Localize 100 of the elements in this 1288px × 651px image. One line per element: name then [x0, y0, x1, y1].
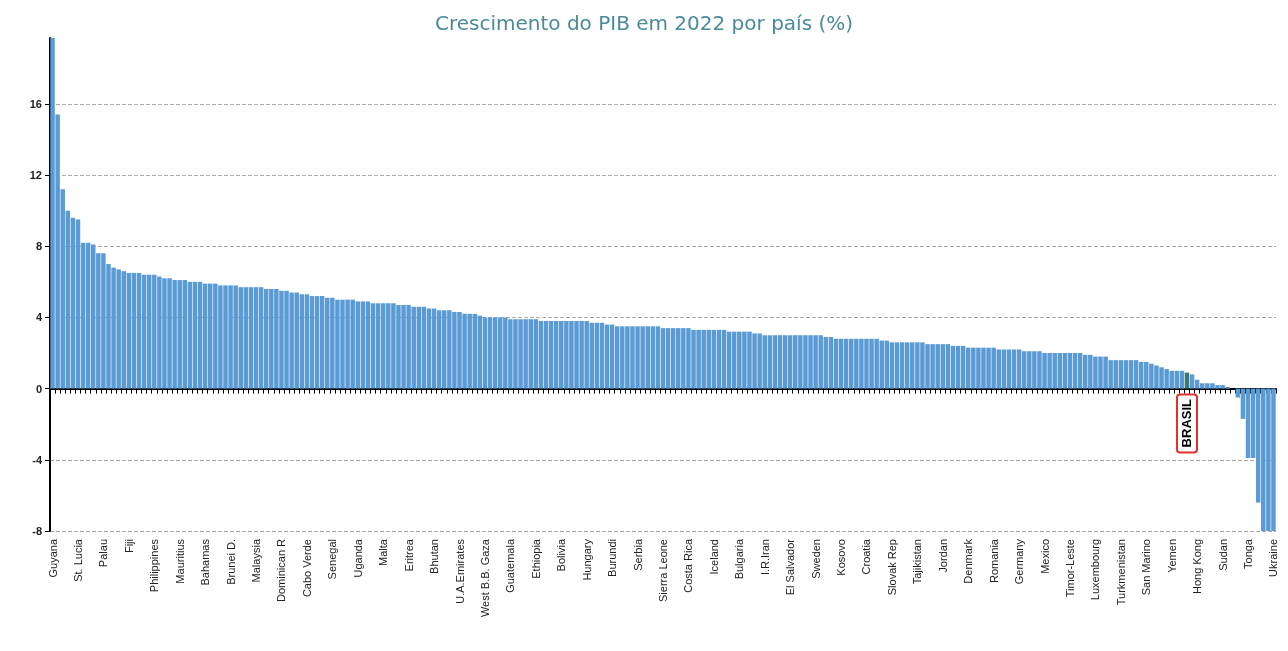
y-tick-label: -8 — [32, 525, 42, 537]
x-tick-label: Eritrea — [402, 538, 415, 572]
x-tick-label: Burundi — [606, 539, 619, 577]
bar — [314, 296, 320, 389]
y-tick-label: 0 — [35, 382, 42, 395]
bar — [248, 287, 254, 389]
bar — [319, 296, 325, 389]
x-tick-label: Guyana — [46, 538, 59, 578]
bar — [126, 272, 132, 389]
x-tick-label: U.A.Emirates — [453, 538, 466, 604]
x-tick-label: Ukraine — [1267, 539, 1280, 577]
x-tick-label: Senegal — [326, 539, 339, 580]
y-tick-label: 12 — [29, 169, 42, 182]
x-tick-label: Slovak Rep — [885, 539, 898, 596]
bar — [131, 272, 137, 389]
bar — [365, 301, 371, 389]
bar — [258, 287, 264, 389]
bar — [370, 303, 376, 389]
bar — [492, 317, 498, 389]
x-tick-label: St. Lucia — [71, 538, 84, 582]
x-tick-label: I.R.Iran — [758, 539, 771, 576]
x-tick-label: Bhutan — [428, 539, 441, 574]
bar — [843, 338, 849, 389]
bar — [777, 335, 783, 389]
bar — [716, 329, 722, 389]
bar — [955, 345, 961, 389]
x-tick-label: Hong Kong — [1191, 539, 1204, 595]
bar — [553, 320, 559, 389]
bar — [436, 310, 442, 389]
chart-title: Crescimento do PIB em 2022 por país (%) — [434, 11, 854, 35]
x-tick-label: Romania — [987, 538, 1000, 584]
x-tick-label: Fiji — [122, 539, 135, 554]
bar — [1001, 349, 1007, 389]
bar — [1067, 353, 1073, 389]
bar — [543, 320, 549, 389]
bar — [243, 287, 249, 389]
x-tick-label: Brunei D. — [224, 539, 237, 585]
x-tick-label: San Marino — [1140, 539, 1153, 596]
bar — [482, 317, 488, 389]
y-tick-label: 8 — [35, 240, 42, 253]
bar — [772, 335, 778, 389]
bar — [899, 342, 905, 389]
callout-box: BRASIL — [1175, 392, 1198, 453]
x-tick-label: Philippines — [148, 538, 161, 593]
bar — [187, 281, 193, 389]
x-tick-label: Timor-Leste — [1063, 539, 1076, 598]
x-tick-label: Uganda — [351, 538, 364, 578]
bar — [304, 294, 310, 389]
x-tick-label: West B.B. Gaza — [478, 538, 491, 618]
bar — [1179, 370, 1185, 389]
x-tick-label: Hungary — [580, 538, 593, 581]
bar — [945, 344, 951, 389]
bar — [660, 328, 666, 389]
bar — [538, 320, 544, 389]
bar — [889, 342, 895, 389]
x-tick-label: Costa Rica — [682, 538, 695, 593]
bar — [1077, 353, 1083, 389]
x-tick-label: Malta — [377, 538, 390, 566]
x-tick-label: El Salvador — [784, 538, 797, 596]
x-tick-label: Sweden — [809, 539, 822, 579]
x-tick-label: Jordan — [936, 539, 949, 573]
x-tick-label: Yemen — [1165, 539, 1178, 573]
bar — [833, 338, 839, 389]
x-tick-label: Germany — [1013, 538, 1026, 585]
bar — [767, 335, 773, 389]
x-tick-label: Denmark — [962, 538, 975, 584]
x-tick-label: Croatia — [860, 538, 873, 575]
bar — [309, 296, 315, 389]
bar — [192, 281, 198, 389]
x-tick-label: Malaysia — [250, 538, 263, 583]
x-tick-label: Bahamas — [199, 538, 212, 586]
bar — [950, 345, 956, 389]
bar — [828, 337, 834, 389]
bar — [655, 326, 661, 389]
y-tick-label: 4 — [35, 311, 43, 324]
x-tick-label: Tonga — [1242, 538, 1255, 569]
x-tick-label: Mexico — [1038, 539, 1051, 574]
x-tick-label: Serbia — [631, 538, 644, 571]
y-tick-label: 16 — [29, 97, 42, 110]
x-tick-label: Sudan — [1216, 539, 1229, 571]
x-tick-label: Ethiopia — [529, 538, 542, 579]
bar — [782, 335, 788, 389]
bar — [253, 287, 259, 389]
bar — [665, 328, 671, 389]
bar — [375, 303, 381, 389]
bar — [960, 345, 966, 389]
bar — [1011, 349, 1017, 389]
bar — [721, 329, 727, 389]
x-tick-label: Bolivia — [555, 538, 568, 572]
x-tick-label: Palau — [97, 539, 110, 568]
x-tick-label: Guatemala — [504, 538, 517, 593]
x-tick-label: Dominican R — [275, 538, 288, 602]
bar — [1245, 388, 1251, 459]
bar — [1062, 353, 1068, 389]
x-tick-label: Turkmenistan — [1114, 539, 1127, 606]
x-tick-label: Tajikistan — [911, 539, 924, 585]
bar — [548, 320, 554, 389]
bar — [1072, 353, 1078, 389]
bar — [1133, 360, 1139, 389]
bar — [670, 328, 676, 389]
